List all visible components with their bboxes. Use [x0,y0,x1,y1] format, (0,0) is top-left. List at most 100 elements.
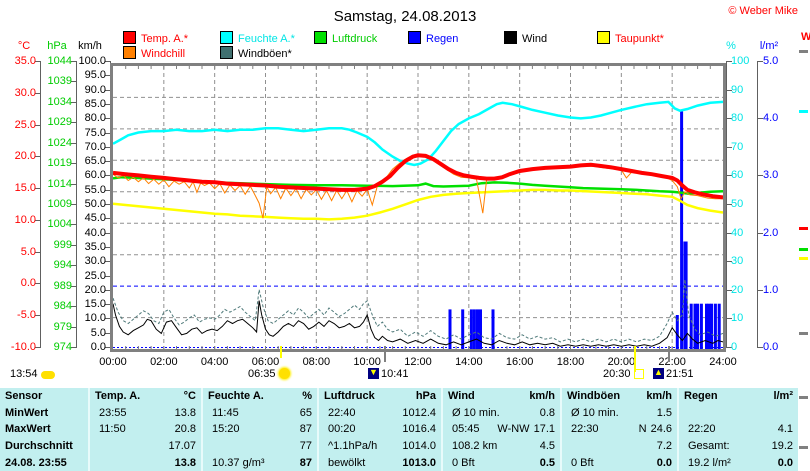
table-header-row: Regen l/m² [679,388,798,405]
series-Feuchte A. [112,100,724,167]
table-row: Ø 10 min. 1.5 [562,405,677,422]
table-row: Gesamt: 19.2 [679,438,798,455]
axis-tick-pct [726,347,732,348]
axis-tick-pct [726,204,732,205]
table-cell-left: 23:55 [99,406,127,419]
table-cell-value: 20.8 [174,423,196,436]
rain-bar [707,303,711,349]
axis-tick-kmh [105,318,111,320]
table-row-label: MaxWert [0,421,88,438]
table-row: 10.37 g/m³ 87 [203,454,317,471]
table-row-label: Sensor [0,388,88,405]
axis-label-kmh: 5.0 [90,326,106,339]
table-row: 108.2 km 4.5 [443,438,560,455]
table-column-header: Wind [448,390,475,403]
table-row-label-text: Durchschnitt [5,440,73,453]
axis-label-hpa: 1014 [47,177,72,190]
series-Windböen [112,279,724,343]
axis-label-hpa: 999 [53,238,72,251]
axis-label-kmh: 30.0 [84,255,106,268]
axis-event-tick [280,346,282,358]
astro-marker-time: 21:51 [666,368,694,380]
rain-bar [448,309,452,349]
rain-bar [699,303,703,349]
axis-line-lm2 [757,61,758,347]
astro-marker-row: 13:54 06:35 ▼ 10:41 20:30 ▲ 21:51 [0,367,810,382]
series-Wind [112,300,724,347]
axis-label-kmh: 15.0 [84,298,106,311]
table-label-column: Sensor MinWert MaxWert Durchschnitt 24.08. 2… [0,388,88,471]
axis-tick-pct [726,289,732,291]
x-axis-label: 04:00 [200,356,229,368]
axis-label-kmh: 100.0 [78,55,106,67]
astro-marker: 13:54 [10,368,55,381]
axis-tick-lm2 [757,175,763,177]
axis-tick-hpa [71,122,77,124]
axis-tick-hpa [71,306,77,308]
axis-tick-kmh [105,232,111,234]
axis-tick-hpa [71,183,77,185]
axis-time-ticks [280,346,670,372]
rain-bar [675,315,679,349]
axis-event-tick [634,346,636,372]
table-row: ^1.1hPa/h 1014.0 [319,438,441,455]
x-axis-label: 20:00 [607,356,636,368]
axis-label-celsius: 35.0 [14,55,36,67]
legend-label: Taupunkt* [615,33,664,45]
table-row-label: 24.08. 23:55 [0,454,88,471]
axis-tick-hpa [71,142,77,144]
axis-label-pct: 60 [731,169,744,182]
table-cell-left: Ø 10 min. [452,406,500,419]
axis-label-celsius: 15.0 [14,182,36,195]
table-row: 22:30 N 24.6 [562,421,677,438]
table-cell-left: Gesamt: [688,440,730,453]
table-cell-value: 65 [299,406,312,419]
axis-label-pct: 50 [731,198,744,210]
axis-tick-kmh [105,332,111,334]
table-row: 17.07 [90,438,201,455]
axis-label-hpa: 1034 [47,95,72,108]
legend-item: Windchill [123,46,185,60]
axis-label-celsius: 0.0 [20,277,36,290]
axis-unit-hpa: hPa [47,40,67,52]
series-Temp. A. [112,153,724,200]
table-column-unit: l/m² [773,390,793,403]
axis-label-hpa: 1004 [47,218,72,231]
axis-label-hpa: 989 [53,279,72,292]
axis-tick-kmh [105,189,111,191]
table-row: 22:40 1012.4 [319,405,441,422]
axis-label-hpa: 1044 [47,55,72,67]
astro-marker: ▼ 10:41 [368,367,409,381]
table-right-strip [798,388,810,471]
right-edge-label: W [801,31,810,43]
axis-label-lm2: 3.0 [763,169,779,182]
x-axis-label: 10:00 [353,356,381,368]
axis-label-kmh: 80.0 [84,112,106,125]
table-cell-left: 22:30 [571,423,599,436]
table-row: 11:50 20.8 [90,421,201,438]
axis-tick-pct [726,89,732,91]
table-row: 23:55 13.8 [90,405,201,422]
axis-label-lm2: 0.0 [763,341,779,353]
axis-label-kmh: 95.0 [84,69,106,82]
axis-tick-celsius [35,61,41,62]
x-axis-labels: 00:00 02:00 04:00 06:00 08:00 10:00 12:00 14:00… [0,356,810,368]
table-cell-value: 7.2 [656,440,672,453]
square-icon [633,369,644,379]
table-cell-value: 0.8 [539,406,555,419]
legend-item: Feuchte A.* [220,31,295,45]
axis-label-hpa: 974 [53,341,72,353]
table-column-unit: % [302,390,312,403]
table-cell-value: 4.5 [539,440,555,453]
series-Taupunkt [112,188,724,221]
table-cell-left: bewölkt [328,456,366,469]
legend-swatch [597,31,610,44]
table-column-luftdruck: Luftdruck hPa 22:40 1012.4 00:20 1016.4 ^1.1hP… [317,388,441,471]
table-cell-left: 00:20 [328,423,356,436]
axis-tick-celsius [35,92,41,94]
axis-tick-kmh [105,261,111,263]
axis-label-kmh: 45.0 [84,212,106,225]
axis-tick-celsius [35,347,41,348]
table-cell-left: 11:50 [99,423,126,436]
legend-row-1: Temp. A.* Feuchte A.* Luftdruck Regen Wind Ta… [0,31,810,45]
